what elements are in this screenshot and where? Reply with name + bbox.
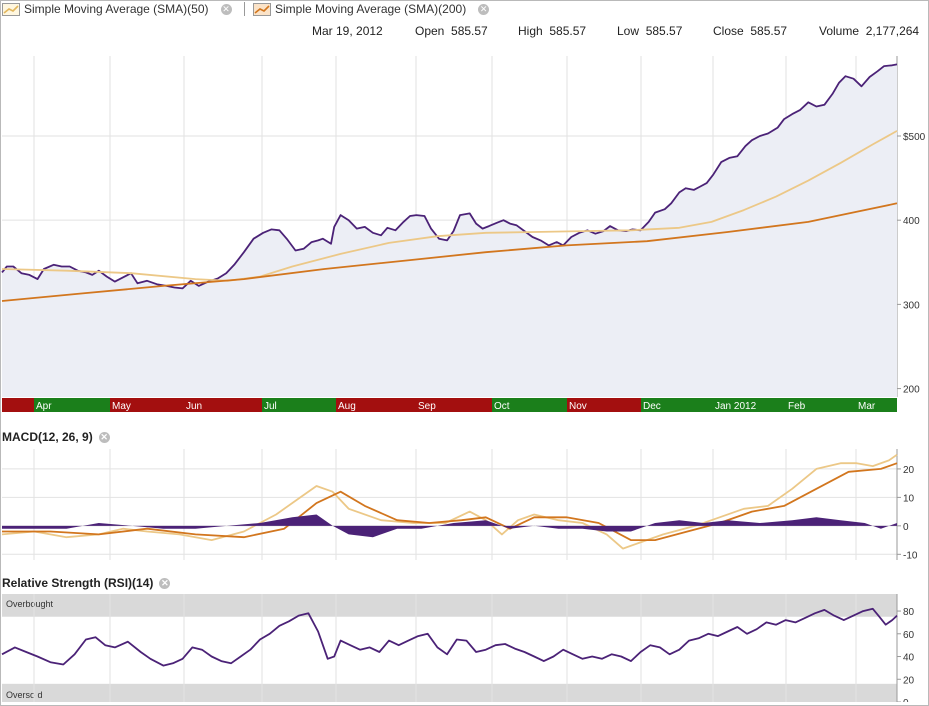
month-label: Jan 2012 — [715, 401, 757, 412]
ohlc-date: Mar 19, 2012 — [312, 24, 383, 38]
month-label: Aug — [338, 401, 356, 412]
y-tick-label: 0 — [903, 522, 909, 533]
legend-separator — [244, 2, 245, 16]
remove-sma50-close-icon[interactable]: ✕ — [220, 3, 232, 15]
ohlc-low-value: 585.57 — [645, 24, 683, 38]
rsi-band-label: Overbought — [6, 599, 54, 609]
ohlc-close-value: 585.57 — [750, 24, 788, 38]
month-label: Mar — [858, 401, 876, 412]
month-band — [713, 398, 786, 412]
y-tick-label: 40 — [903, 653, 915, 664]
rsi-panel-title: Relative Strength (RSI)(14) ✕ — [2, 576, 171, 590]
month-label: Sep — [418, 401, 436, 412]
macd-histogram — [2, 514, 897, 538]
month-band — [34, 398, 110, 412]
month-band — [641, 398, 713, 412]
ohlc-close: Close 585.57 — [713, 24, 787, 38]
ohlc-low: Low 585.57 — [617, 24, 682, 38]
y-tick-label: 80 — [903, 607, 915, 618]
month-band — [336, 398, 416, 412]
month-band — [492, 398, 567, 412]
sma50-swatch-icon — [2, 2, 20, 16]
y-tick-label: 60 — [903, 630, 915, 641]
y-tick-label: $500 — [903, 132, 926, 143]
y-tick-label: 400 — [903, 216, 920, 227]
month-label: Jun — [186, 401, 202, 412]
month-band — [110, 398, 184, 412]
price-area-fill — [2, 64, 897, 398]
ohlc-open-label: Open — [415, 24, 445, 38]
ohlc-open: Open 585.57 — [415, 24, 488, 38]
month-band — [856, 398, 897, 412]
y-tick-label: 10 — [903, 493, 915, 504]
legend-sma200[interactable]: Simple Moving Average (SMA)(200) ✕ — [253, 2, 490, 16]
rsi-chart[interactable]: Overbought Overso d 80 60 40 20 0 — [0, 594, 929, 702]
macd-chart[interactable]: 20 10 0 -10 — [0, 447, 929, 565]
month-band-march — [2, 398, 34, 412]
month-band — [786, 398, 856, 412]
rsi-band-label: Overso d — [6, 690, 43, 700]
ohlc-volume-value: 2,177,264 — [865, 24, 920, 38]
price-line — [1, 63, 898, 290]
y-tick-label: 300 — [903, 300, 920, 311]
rsi-title: Relative Strength (RSI)(14) — [2, 576, 154, 590]
ohlc-close-label: Close — [713, 24, 744, 38]
remove-sma200-close-icon[interactable]: ✕ — [478, 3, 490, 15]
remove-macd-close-icon[interactable]: ✕ — [98, 431, 110, 443]
legend-sma50-label: Simple Moving Average (SMA)(50) — [24, 2, 209, 16]
y-tick-label: -10 — [903, 550, 918, 561]
indicator-legend: Simple Moving Average (SMA)(50) ✕ Simple… — [0, 0, 929, 20]
month-label: May — [112, 401, 131, 412]
ohlc-high-value: 585.57 — [549, 24, 587, 38]
ohlc-high: High 585.57 — [518, 24, 586, 38]
rsi-band — [2, 594, 897, 617]
month-band — [262, 398, 336, 412]
y-tick-label: 0 — [903, 698, 909, 702]
macd-title: MACD(12, 26, 9) — [2, 430, 93, 444]
price-chart[interactable]: $500 400 300 200 Apr May Jun Jul Aug Sep Oct Nov Dec… — [0, 55, 929, 413]
sma200-swatch-icon — [253, 2, 271, 16]
ohlc-high-label: High — [518, 24, 543, 38]
ohlc-low-label: Low — [617, 24, 640, 38]
y-tick-label: 20 — [903, 675, 915, 686]
month-label: Apr — [36, 401, 52, 412]
remove-rsi-close-icon[interactable]: ✕ — [159, 577, 171, 589]
rsi-line — [1, 607, 898, 667]
legend-sma50[interactable]: Simple Moving Average (SMA)(50) ✕ — [2, 2, 232, 16]
month-label: Oct — [494, 401, 510, 412]
sma-50-line — [1, 130, 898, 282]
sma-200-line — [1, 202, 898, 302]
macd-line — [1, 453, 898, 550]
signal-line — [2, 462, 898, 541]
y-tick-label: 20 — [903, 465, 915, 476]
month-band — [416, 398, 492, 412]
month-label: Nov — [569, 401, 587, 412]
month-label: Dec — [643, 401, 661, 412]
rsi-band — [2, 683, 897, 702]
ohlc-volume: Volume 2,177,264 — [819, 24, 919, 38]
month-label: Jul — [264, 401, 277, 412]
month-band — [567, 398, 641, 412]
month-label: Feb — [788, 401, 806, 412]
macd-panel-title: MACD(12, 26, 9) ✕ — [2, 430, 110, 444]
month-band — [184, 398, 262, 412]
y-tick-label: 200 — [903, 385, 920, 396]
ohlc-volume-label: Volume — [819, 24, 860, 38]
legend-sma200-label: Simple Moving Average (SMA)(200) — [275, 2, 467, 16]
ohlc-open-value: 585.57 — [451, 24, 488, 38]
